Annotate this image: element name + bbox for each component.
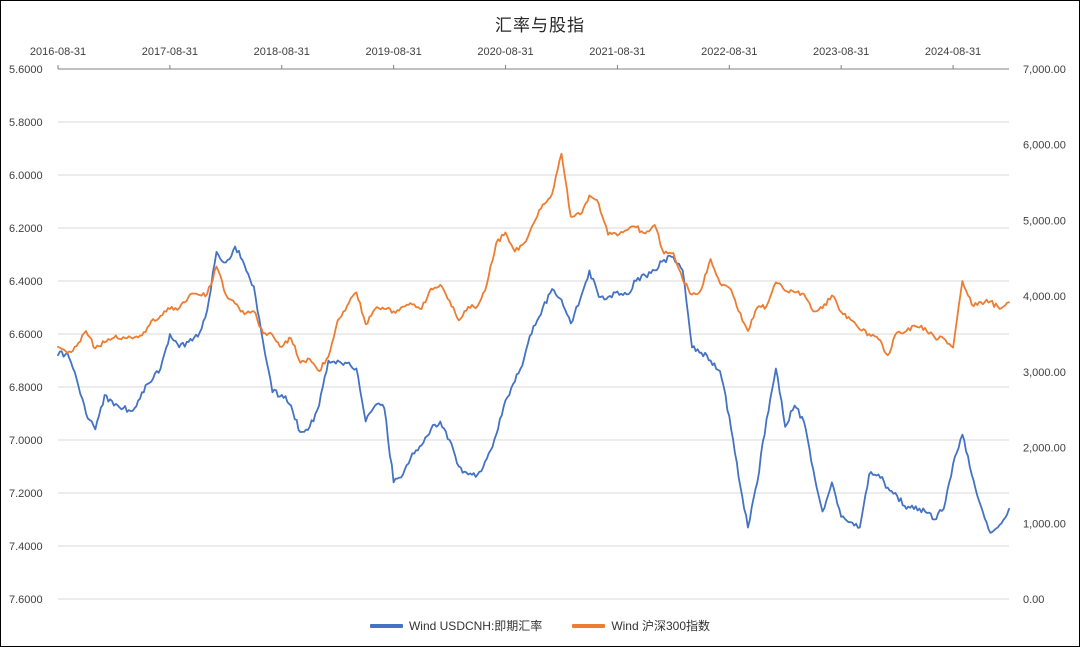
left-axis-tick-label: 7.2000 [9,488,43,500]
x-axis-label: 2017-08-31 [142,46,198,58]
csi300-line-swatch [572,623,606,628]
left-axis-tick-label: 7.0000 [9,435,43,447]
right-axis-tick-label: 3,000.00 [1023,367,1066,379]
left-axis-tick-label: 5.8000 [9,117,43,129]
x-axis-label: 2020-08-31 [477,46,533,58]
usdcnh-legend-label: Wind USDCNH:即期汇率 [408,619,543,633]
left-axis-tick-label: 5.6000 [9,64,43,76]
x-axis-label: 2023-08-31 [813,46,869,58]
left-axis-tick-label: 6.0000 [9,170,43,182]
right-axis-tick-label: 5,000.00 [1023,215,1066,227]
right-axis-tick-label: 2,000.00 [1023,443,1066,455]
legend-item-csi300: Wind 沪深300指数 [572,617,710,634]
legend-item-usdcnh: Wind USDCNH:即期汇率 [369,617,543,634]
left-axis-tick-label: 6.6000 [9,329,43,341]
left-axis-tick-label: 6.2000 [9,223,43,235]
right-axis-tick-label: 4,000.00 [1023,291,1066,303]
x-axis-label: 2024-08-31 [925,46,981,58]
left-axis-tick-label: 6.4000 [9,276,43,288]
right-axis-tick-label: 1,000.00 [1023,518,1066,530]
csi300-legend-label: Wind 沪深300指数 [611,619,711,633]
x-axis-label: 2019-08-31 [366,46,422,58]
left-axis-tick-label: 7.4000 [9,541,43,553]
x-axis-label: 2022-08-31 [701,46,757,58]
csi300-line [57,152,1010,373]
left-axis-tick-label: 6.8000 [9,382,43,394]
right-axis-tick-label: 6,000.00 [1023,140,1066,152]
usdcnh-line [57,245,1010,534]
left-axis-tick-label: 7.6000 [9,594,43,606]
x-axis-label: 2016-08-31 [30,46,86,58]
usdcnh-line-swatch [369,623,403,628]
right-axis-tick-label: 0.00 [1023,594,1044,606]
right-axis-tick-label: 7,000.00 [1023,64,1066,76]
x-axis-label: 2021-08-31 [589,46,645,58]
chart-title: 汇率与股指 [495,16,585,35]
chart-legend: Wind USDCNH:即期汇率 Wind 沪深300指数 [1,617,1079,634]
x-axis-label: 2018-08-31 [254,46,310,58]
